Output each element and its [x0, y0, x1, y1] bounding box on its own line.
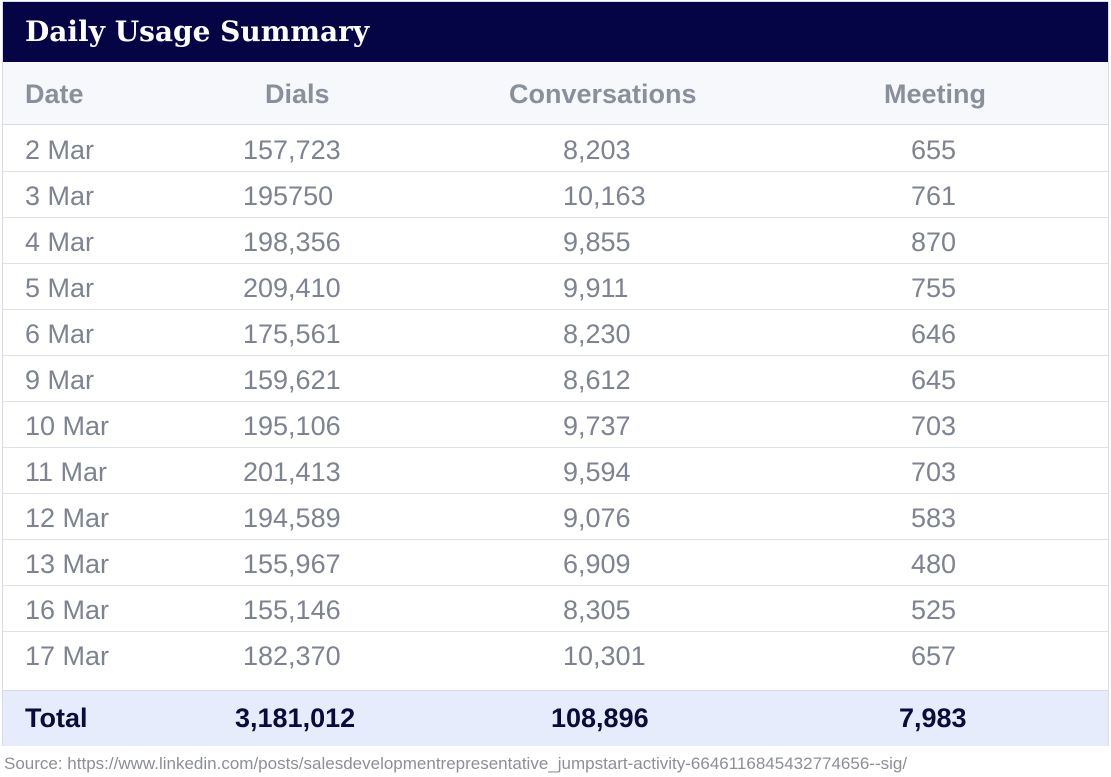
cell-date: 12 Mar [25, 503, 110, 533]
cell-date: 2 Mar [25, 135, 95, 165]
cell-dials: 209,410 [243, 273, 341, 303]
table-row: 2 Mar 157,723 8,203 655 [3, 126, 1108, 172]
table-title: Daily Usage Summary [25, 15, 370, 48]
cell-dials: 182,370 [243, 641, 341, 671]
cell-date: 9 Mar [25, 365, 95, 395]
cell-dials: 155,146 [243, 595, 341, 625]
cell-conversations: 10,301 [563, 641, 646, 671]
table-row: 13 Mar 155,967 6,909 480 [3, 540, 1108, 586]
column-header-meeting: Meeting [884, 79, 987, 109]
cell-conversations: 9,855 [563, 227, 631, 257]
title-bar: Daily Usage Summary [3, 2, 1108, 62]
cell-dials: 194,589 [243, 503, 341, 533]
cell-dials: 155,967 [243, 549, 341, 579]
cell-date: 6 Mar [25, 319, 95, 349]
total-dials: 3,181,012 [235, 703, 356, 733]
table-row: 4 Mar 198,356 9,855 870 [3, 218, 1108, 264]
cell-meeting: 703 [911, 457, 957, 487]
cell-date: 11 Mar [25, 457, 108, 487]
cell-date: 4 Mar [25, 227, 95, 257]
table-header-row: Date Dials Conversations Meeting [3, 62, 1108, 125]
cell-conversations: 9,076 [563, 503, 631, 533]
column-header-conversations: Conversations [509, 79, 697, 109]
cell-meeting: 703 [911, 411, 957, 441]
table-row: 10 Mar 195,106 9,737 703 [3, 402, 1108, 448]
cell-date: 5 Mar [25, 273, 95, 303]
column-header-date: Date [25, 79, 84, 109]
cell-meeting: 755 [911, 273, 957, 303]
column-header-dials: Dials [265, 79, 330, 109]
cell-meeting: 480 [911, 549, 957, 579]
table-row: 11 Mar 201,413 9,594 703 [3, 448, 1108, 494]
cell-date: 16 Mar [25, 595, 110, 625]
cell-date: 10 Mar [25, 411, 110, 441]
cell-conversations: 9,737 [563, 411, 631, 441]
cell-conversations: 10,163 [563, 181, 646, 211]
cell-meeting: 655 [911, 135, 957, 165]
table-row: 3 Mar 195750 10,163 761 [3, 172, 1108, 218]
table-row: 16 Mar 155,146 8,305 525 [3, 586, 1108, 632]
cell-dials: 159,621 [243, 365, 341, 395]
table-total-row: Total 3,181,012 108,896 7,983 [3, 690, 1108, 746]
cell-date: 17 Mar [25, 641, 110, 671]
table-row: 5 Mar 209,410 9,911 755 [3, 264, 1108, 310]
table-row: 9 Mar 159,621 8,612 645 [3, 356, 1108, 402]
cell-meeting: 870 [911, 227, 957, 257]
table-row: 17 Mar 182,370 10,301 657 [3, 632, 1108, 678]
table-row: 12 Mar 194,589 9,076 583 [3, 494, 1108, 540]
table-body: 2 Mar 157,723 8,203 655 3 Mar 195750 10,… [3, 126, 1108, 678]
cell-meeting: 657 [911, 641, 957, 671]
cell-conversations: 9,594 [563, 457, 631, 487]
cell-dials: 157,723 [243, 135, 341, 165]
cell-dials: 195,106 [243, 411, 341, 441]
cell-conversations: 8,230 [563, 319, 631, 349]
cell-conversations: 8,305 [563, 595, 631, 625]
cell-dials: 195750 [243, 181, 334, 211]
cell-meeting: 646 [911, 319, 957, 349]
cell-meeting: 761 [911, 181, 957, 211]
cell-dials: 198,356 [243, 227, 341, 257]
total-label: Total [25, 703, 88, 733]
cell-conversations: 6,909 [563, 549, 631, 579]
cell-dials: 201,413 [243, 457, 341, 487]
cell-meeting: 645 [911, 365, 957, 395]
total-meeting: 7,983 [899, 703, 967, 733]
cell-meeting: 583 [911, 503, 957, 533]
source-caption: Source: https://www.linkedin.com/posts/s… [4, 754, 908, 773]
cell-conversations: 9,911 [563, 273, 629, 303]
table-row: 6 Mar 175,561 8,230 646 [3, 310, 1108, 356]
cell-date: 13 Mar [25, 549, 110, 579]
cell-conversations: 8,612 [563, 365, 631, 395]
cell-conversations: 8,203 [563, 135, 631, 165]
cell-meeting: 525 [911, 595, 957, 625]
usage-summary-table: Daily Usage Summary Date Dials Conversat… [2, 1, 1109, 746]
total-conversations: 108,896 [551, 703, 649, 733]
cell-dials: 175,561 [243, 319, 341, 349]
cell-date: 3 Mar [25, 181, 95, 211]
